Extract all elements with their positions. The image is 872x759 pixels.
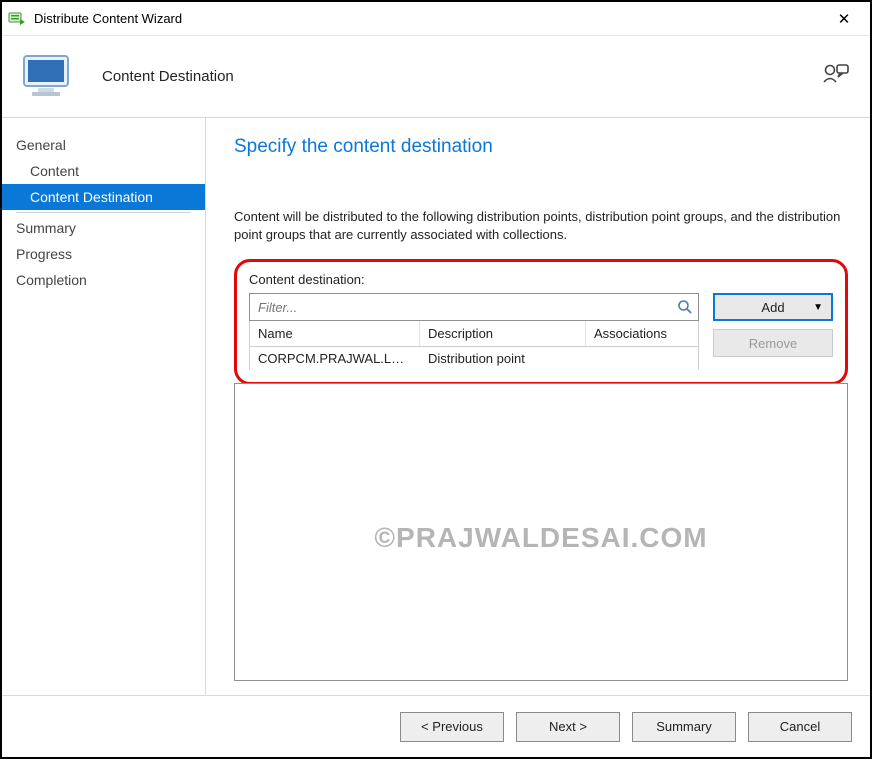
sidebar-item-progress[interactable]: Progress: [2, 241, 205, 267]
cancel-button-label: Cancel: [780, 719, 820, 734]
wizard-window: Distribute Content Wizard ✕ Content Dest…: [0, 0, 872, 759]
page-title: Content Destination: [102, 68, 234, 85]
footer: < Previous Next > Summary Cancel: [2, 695, 870, 757]
body: General Content Content Destination Summ…: [2, 118, 870, 695]
sidebar-item-completion[interactable]: Completion: [2, 267, 205, 293]
search-icon[interactable]: [676, 298, 694, 316]
sidebar-item-summary[interactable]: Summary: [2, 215, 205, 241]
previous-button[interactable]: < Previous: [400, 712, 504, 742]
table-row[interactable]: CORPCM.PRAJWAL.LO... Distribution point: [249, 347, 699, 370]
add-button[interactable]: Add ▼: [713, 293, 833, 321]
remove-button[interactable]: Remove: [713, 329, 833, 357]
sidebar: General Content Content Destination Summ…: [2, 118, 206, 695]
content-heading: Specify the content destination: [234, 136, 848, 158]
feedback-icon[interactable]: [822, 62, 850, 91]
content-explain: Content will be distributed to the follo…: [234, 208, 848, 243]
summary-button[interactable]: Summary: [632, 712, 736, 742]
destination-grid: Name Description Associations CORPCM.PRA…: [249, 293, 699, 370]
col-header-description[interactable]: Description: [420, 321, 586, 346]
close-button[interactable]: ✕: [824, 10, 864, 28]
spacer: [234, 681, 848, 695]
sidebar-divider: [16, 212, 191, 213]
cell-description: Distribution point: [420, 347, 586, 370]
filter-input[interactable]: [256, 299, 676, 316]
destination-actions: Add ▼ Remove: [713, 293, 833, 357]
titlebar: Distribute Content Wizard ✕: [2, 2, 870, 36]
next-button[interactable]: Next >: [516, 712, 620, 742]
col-header-name[interactable]: Name: [250, 321, 420, 346]
highlight-box: Content destination:: [234, 259, 848, 385]
content-area: Specify the content destination Content …: [206, 118, 870, 695]
add-button-label: Add: [761, 300, 784, 315]
grid-header: Name Description Associations: [249, 321, 699, 347]
monitor-icon: [20, 52, 76, 102]
watermark: ©PRAJWALDESAI.COM: [374, 522, 707, 554]
previous-button-label: < Previous: [421, 719, 483, 734]
cell-name: CORPCM.PRAJWAL.LO...: [250, 347, 420, 370]
sidebar-group-general[interactable]: General: [2, 132, 205, 158]
filter-wrap: [249, 293, 699, 321]
dropdown-caret-icon: ▼: [813, 302, 823, 313]
sidebar-item-content[interactable]: Content: [2, 158, 205, 184]
destination-label: Content destination:: [249, 272, 833, 287]
next-button-label: Next >: [549, 719, 587, 734]
summary-button-label: Summary: [656, 719, 712, 734]
destination-list[interactable]: ©PRAJWALDESAI.COM: [234, 383, 848, 681]
window-title: Distribute Content Wizard: [34, 11, 824, 26]
remove-button-label: Remove: [749, 336, 797, 351]
header: Content Destination: [2, 36, 870, 118]
cell-associations: [586, 347, 698, 370]
cancel-button[interactable]: Cancel: [748, 712, 852, 742]
app-icon: [8, 10, 26, 28]
col-header-associations[interactable]: Associations: [586, 321, 698, 346]
sidebar-item-content-destination[interactable]: Content Destination: [2, 184, 205, 210]
